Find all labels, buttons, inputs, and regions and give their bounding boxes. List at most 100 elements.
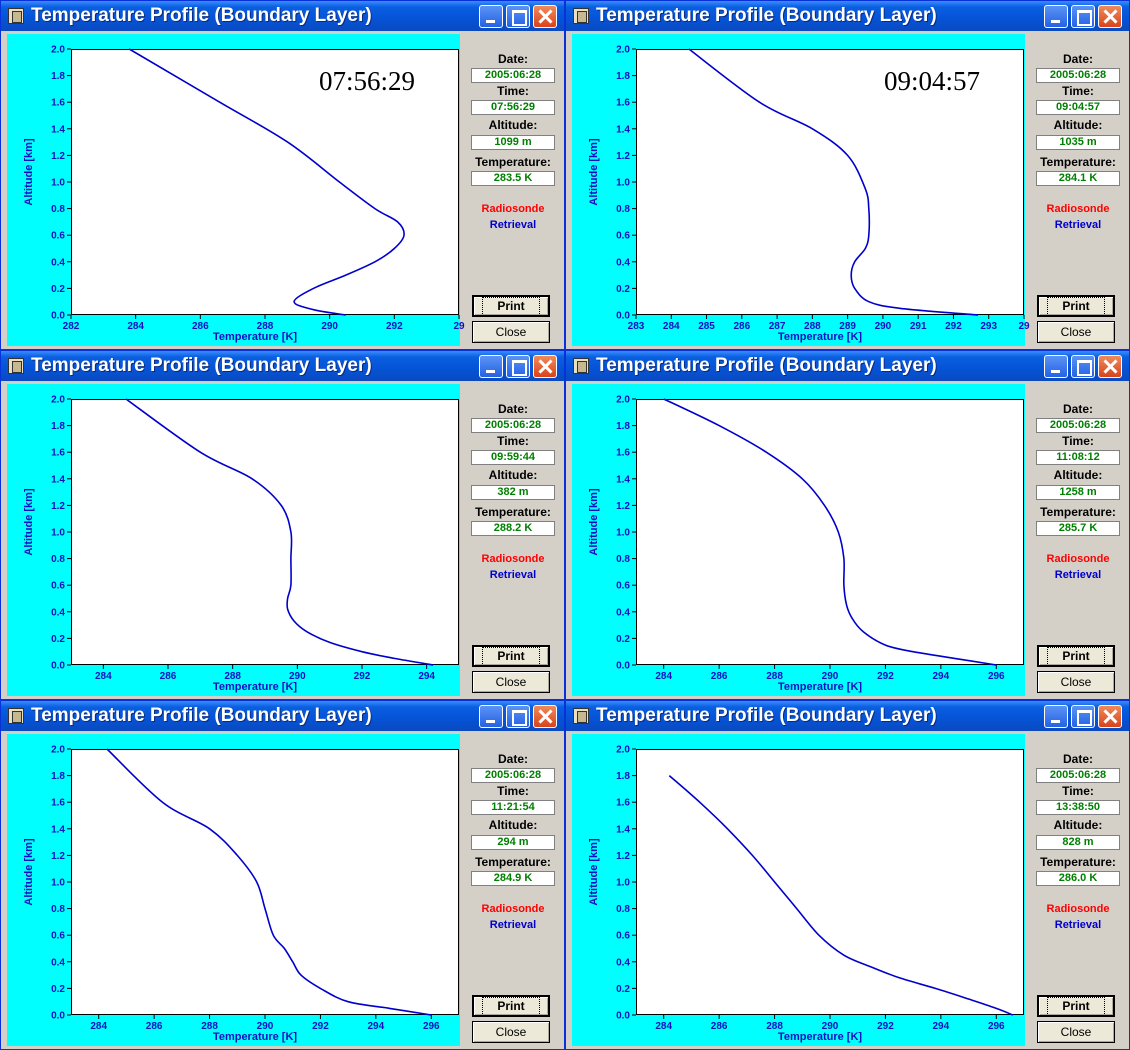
x-tick-label: 286	[711, 1021, 728, 1032]
legend-retrieval: Retrieval	[1054, 219, 1102, 231]
print-button[interactable]: Print	[1037, 295, 1115, 317]
app-icon[interactable]	[573, 8, 589, 24]
maximize-button[interactable]	[506, 705, 530, 728]
temperature-label: Temperature:	[475, 855, 551, 869]
window-title: Temperature Profile (Boundary Layer)	[31, 5, 372, 26]
y-tick-label: 0.8	[51, 204, 65, 215]
temperature-profile-chart: 0.0 0.2 0.4 0.6 0.8 1.0 1.2 1.4 1.6 1.8 2.0 284 286 2…	[23, 745, 440, 1044]
close-window-button[interactable]	[533, 705, 557, 728]
y-tick-label: 0.4	[51, 957, 65, 968]
y-tick-label: 2.0	[616, 745, 630, 756]
minimize-button[interactable]	[479, 355, 503, 378]
close-button[interactable]: Close	[1037, 671, 1115, 693]
retrieval-profile-line	[128, 48, 405, 316]
x-tick-label: 290	[289, 671, 306, 682]
maximize-button[interactable]	[506, 5, 530, 28]
minimize-button[interactable]	[1044, 355, 1068, 378]
y-tick-label: 0.6	[616, 581, 630, 592]
close-window-button[interactable]	[533, 5, 557, 28]
x-tick-label: 290	[822, 1021, 839, 1032]
app-icon[interactable]	[573, 358, 589, 374]
time-label: Time:	[1062, 84, 1094, 98]
minimize-button[interactable]	[479, 5, 503, 28]
plot-area	[71, 749, 459, 1015]
y-tick-label: 1.0	[616, 878, 630, 889]
close-button[interactable]: Close	[472, 321, 550, 343]
minimize-button[interactable]	[1044, 705, 1068, 728]
y-tick-label: 0.4	[616, 957, 630, 968]
print-button-label: Print	[482, 297, 540, 316]
legend-retrieval: Retrieval	[489, 919, 537, 931]
print-button[interactable]: Print	[472, 995, 550, 1017]
y-tick-label: 0.2	[616, 284, 630, 295]
temperature-profile-chart: 0.0 0.2 0.4 0.6 0.8 1.0 1.2 1.4 1.6 1.8 2.0 284 286 2…	[23, 395, 435, 694]
maximize-button[interactable]	[1071, 5, 1095, 28]
title-bar[interactable]: Temperature Profile (Boundary Layer)	[566, 701, 1129, 731]
x-tick-label: 284	[95, 671, 112, 682]
app-icon[interactable]	[8, 8, 24, 24]
y-tick-label: 1.0	[51, 878, 65, 889]
x-tick-label: 284	[655, 671, 672, 682]
legend-radiosonde: Radiosonde	[481, 553, 545, 565]
altitude-value: 828 m	[1036, 835, 1120, 850]
y-tick-label: 0.4	[616, 257, 630, 268]
temperature-profile-window: Temperature Profile (Boundary Layer) 0.0…	[0, 0, 565, 350]
title-bar[interactable]: Temperature Profile (Boundary Layer)	[1, 701, 564, 731]
y-tick-label: 1.4	[51, 824, 65, 835]
date-value: 2005:06:28	[471, 68, 555, 83]
y-tick-label: 0.0	[51, 661, 65, 672]
y-tick-label: 0.6	[616, 231, 630, 242]
date-label: Date:	[1062, 402, 1093, 416]
app-icon[interactable]	[8, 358, 24, 374]
x-tick-label: 292	[312, 1021, 329, 1032]
close-button[interactable]: Close	[472, 671, 550, 693]
close-window-button[interactable]	[1098, 5, 1122, 28]
x-tick-label: 292	[945, 321, 962, 332]
app-icon[interactable]	[573, 708, 589, 724]
maximize-button[interactable]	[1071, 705, 1095, 728]
maximize-button[interactable]	[506, 355, 530, 378]
y-axis-title: Altitude [km]	[23, 838, 35, 906]
y-tick-label: 1.0	[616, 178, 630, 189]
y-axis-title: Altitude [km]	[588, 138, 600, 206]
temperature-label: Temperature:	[1040, 855, 1116, 869]
close-window-button[interactable]	[1098, 705, 1122, 728]
y-tick-label: 0.6	[51, 931, 65, 942]
minimize-button[interactable]	[1044, 5, 1068, 28]
title-bar[interactable]: Temperature Profile (Boundary Layer)	[566, 1, 1129, 31]
y-tick-label: 0.0	[616, 661, 630, 672]
time-value: 11:08:12	[1036, 450, 1120, 465]
y-tick-label: 0.8	[616, 554, 630, 565]
y-tick-label: 2.0	[51, 45, 65, 56]
x-axis-title: Temperature [K]	[778, 1031, 862, 1043]
print-button[interactable]: Print	[1037, 995, 1115, 1017]
close-window-button[interactable]	[533, 355, 557, 378]
close-button[interactable]: Close	[1037, 321, 1115, 343]
close-button[interactable]: Close	[1037, 1021, 1115, 1043]
temperature-profile-window: Temperature Profile (Boundary Layer) 0.0…	[0, 350, 565, 700]
temperature-label: Temperature:	[475, 505, 551, 519]
y-tick-label: 0.6	[51, 581, 65, 592]
date-value: 2005:06:28	[471, 418, 555, 433]
app-icon[interactable]	[8, 708, 24, 724]
plot-area	[636, 399, 1024, 665]
y-tick-label: 1.6	[616, 448, 630, 459]
y-axis-title: Altitude [km]	[588, 488, 600, 556]
date-label: Date:	[497, 402, 528, 416]
title-bar[interactable]: Temperature Profile (Boundary Layer)	[1, 1, 564, 31]
close-button[interactable]: Close	[472, 1021, 550, 1043]
print-button[interactable]: Print	[472, 645, 550, 667]
time-label: Time:	[1062, 784, 1094, 798]
title-bar[interactable]: Temperature Profile (Boundary Layer)	[566, 351, 1129, 381]
print-button[interactable]: Print	[1037, 645, 1115, 667]
title-bar[interactable]: Temperature Profile (Boundary Layer)	[1, 351, 564, 381]
maximize-button[interactable]	[1071, 355, 1095, 378]
y-axis-title: Altitude [km]	[23, 138, 35, 206]
print-button[interactable]: Print	[472, 295, 550, 317]
minimize-button[interactable]	[479, 705, 503, 728]
x-tick-label: 294	[933, 671, 950, 682]
y-tick-label: 1.4	[616, 824, 630, 835]
close-window-button[interactable]	[1098, 355, 1122, 378]
x-tick-label: 286	[733, 321, 750, 332]
temperature-value: 284.9 K	[471, 871, 555, 886]
